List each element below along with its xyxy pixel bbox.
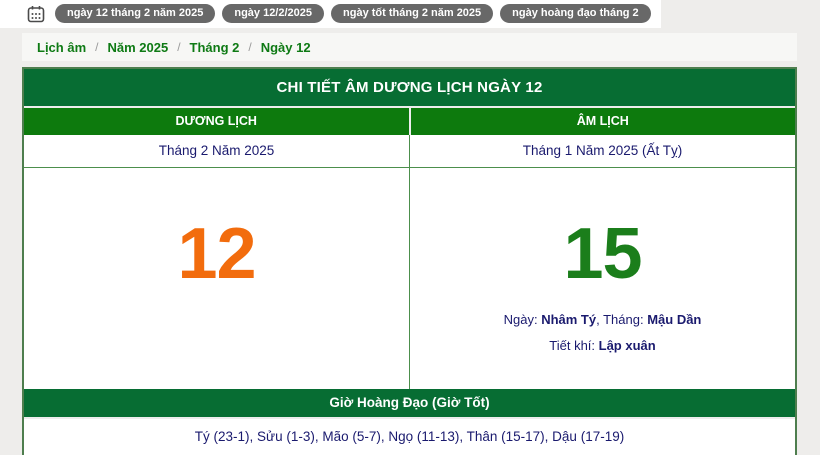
solar-column-header: DƯƠNG LỊCH bbox=[24, 108, 411, 135]
calendar-icon[interactable] bbox=[27, 5, 45, 23]
solar-month-year: Tháng 2 Năm 2025 bbox=[24, 135, 410, 167]
lunar-day-label: Ngày: bbox=[503, 312, 542, 328]
breadcrumb-separator: / bbox=[177, 40, 181, 54]
solar-day-cell: 12 bbox=[24, 168, 410, 389]
column-header-row: DƯƠNG LỊCH ÂM LỊCH bbox=[24, 108, 795, 135]
tag-ngay-tot-thang-2[interactable]: ngày tốt tháng 2 năm 2025 bbox=[331, 4, 494, 23]
breadcrumb-separator: / bbox=[95, 40, 99, 54]
breadcrumb-separator: / bbox=[248, 40, 252, 54]
breadcrumb: Lịch âm / Năm 2025 / Tháng 2 / Ngày 12 bbox=[22, 33, 797, 61]
breadcrumb-lich-am[interactable]: Lịch âm bbox=[37, 39, 87, 55]
solar-day-number: 12 bbox=[177, 214, 256, 294]
tietkhi-line: Tiết khí: Lập xuân bbox=[549, 338, 655, 353]
tietkhi-value: Lập xuân bbox=[598, 338, 656, 354]
month-year-row: Tháng 2 Năm 2025 Tháng 1 Năm 2025 (Ất Tỵ… bbox=[24, 135, 795, 168]
breadcrumb-thang-2[interactable]: Tháng 2 bbox=[189, 39, 240, 55]
comma-separator: , bbox=[596, 312, 604, 328]
calendar-detail-table: CHI TIẾT ÂM DƯƠNG LỊCH NGÀY 12 DƯƠNG LỊC… bbox=[22, 67, 797, 455]
lunar-month-year: Tháng 1 Năm 2025 (Ất Tỵ) bbox=[522, 143, 683, 158]
hoang-dao-header: Giờ Hoàng Đạo (Giờ Tốt) bbox=[24, 389, 795, 419]
tag-ngay-12-thang-2[interactable]: ngày 12 tháng 2 năm 2025 bbox=[55, 4, 216, 23]
tietkhi-label: Tiết khí: bbox=[549, 338, 599, 354]
card-title: CHI TIẾT ÂM DƯƠNG LỊCH NGÀY 12 bbox=[24, 69, 795, 108]
breadcrumb-ngay-12[interactable]: Ngày 12 bbox=[260, 39, 311, 55]
lunar-month-canchi: Mậu Dần bbox=[647, 312, 702, 328]
lunar-day-canchi: Nhâm Tý bbox=[541, 312, 597, 328]
lunar-month-label: Tháng: bbox=[603, 312, 648, 328]
lunar-column-header: ÂM LỊCH bbox=[576, 114, 629, 128]
breadcrumb-nam-2025[interactable]: Năm 2025 bbox=[107, 39, 169, 55]
tag-toolbar: ngày 12 tháng 2 năm 2025 ngày 12/2/2025 … bbox=[0, 0, 661, 28]
lunar-day-number: 15 bbox=[563, 214, 642, 294]
lunar-day-cell: 15 Ngày: Nhâm Tý, Tháng: Mậu Dần Tiết kh… bbox=[410, 168, 795, 389]
day-detail-row: 12 15 Ngày: Nhâm Tý, Tháng: Mậu Dần Tiết… bbox=[24, 168, 795, 389]
lunar-canchi-line: Ngày: Nhâm Tý, Tháng: Mậu Dần bbox=[504, 312, 702, 327]
tag-ngay-hoang-dao-thang-2[interactable]: ngày hoàng đạo tháng 2 bbox=[500, 4, 651, 23]
tag-ngay-12-2-2025[interactable]: ngày 12/2/2025 bbox=[222, 4, 325, 23]
hoang-dao-hours: Tý (23-1), Sửu (1-3), Mão (5-7), Ngọ (11… bbox=[194, 429, 625, 444]
